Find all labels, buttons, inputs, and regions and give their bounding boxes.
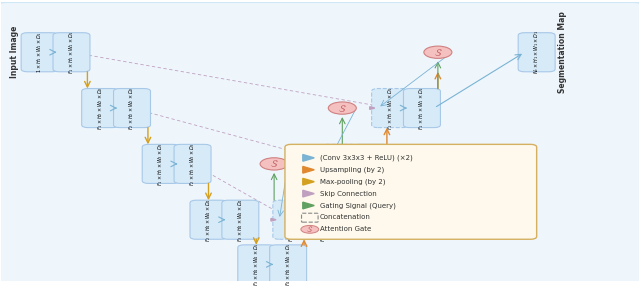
Text: $F_2\times H_2\times W_2\times D_5$: $F_2\times H_2\times W_2\times D_5$	[335, 142, 344, 186]
Text: $F_1\times H_3\times W_3\times D_3$: $F_1\times H_3\times W_3\times D_3$	[156, 142, 165, 186]
Text: $\mathcal{S}$: $\mathcal{S}$	[306, 224, 314, 234]
FancyBboxPatch shape	[21, 33, 58, 72]
Polygon shape	[303, 166, 314, 173]
FancyBboxPatch shape	[142, 144, 179, 183]
Circle shape	[260, 158, 288, 170]
Text: $F_2\times H_3\times W_3\times D_5$: $F_2\times H_3\times W_3\times D_5$	[319, 198, 328, 242]
Text: Upsampling (by 2): Upsampling (by 2)	[320, 166, 384, 173]
Circle shape	[301, 226, 319, 233]
FancyBboxPatch shape	[372, 88, 408, 128]
Circle shape	[424, 46, 452, 58]
Text: Attention Gate: Attention Gate	[320, 226, 371, 232]
Text: $F_3\times H_3\times W_3\times D_5$: $F_3\times H_3\times W_3\times D_5$	[287, 198, 296, 242]
Text: $F_1\times H_1\times W_1\times D_1$: $F_1\times H_1\times W_1\times D_1$	[67, 30, 76, 74]
Text: $\mathcal{S}$: $\mathcal{S}$	[338, 102, 347, 113]
Text: Concatenation: Concatenation	[320, 214, 371, 220]
Text: $F_3\times H_4\times W_4\times D_5$: $F_3\times H_4\times W_4\times D_5$	[252, 242, 260, 286]
Text: $F_1\times H_1\times W_1\times D_1$: $F_1\times H_1\times W_1\times D_1$	[417, 86, 426, 130]
Text: Skip Connection: Skip Connection	[320, 191, 377, 197]
FancyBboxPatch shape	[305, 200, 342, 239]
Text: $F_1\times H_2\times W_2\times D_2$: $F_1\times H_2\times W_2\times D_2$	[96, 86, 104, 130]
Text: $F_4\times H_4\times W_4\times D_5$: $F_4\times H_4\times W_4\times D_5$	[284, 242, 292, 286]
Text: $F_1\times H_2\times W_2\times D_5$: $F_1\times H_2\times W_2\times D_5$	[367, 142, 376, 186]
FancyBboxPatch shape	[222, 200, 259, 239]
Text: $\mathcal{S}$: $\mathcal{S}$	[433, 47, 442, 58]
Text: $F_2\times H_4\times W_4\times D_4$: $F_2\times H_4\times W_4\times D_4$	[204, 198, 213, 242]
FancyBboxPatch shape	[82, 88, 118, 128]
Polygon shape	[319, 163, 324, 165]
Polygon shape	[303, 190, 314, 197]
Text: $N_c\times H_1\times W_1\times D_1$: $N_c\times H_1\times W_1\times D_1$	[532, 30, 541, 74]
FancyBboxPatch shape	[238, 245, 275, 284]
Text: Segmentation Map: Segmentation Map	[557, 11, 566, 93]
FancyBboxPatch shape	[53, 33, 90, 72]
Polygon shape	[303, 178, 314, 185]
Polygon shape	[303, 155, 314, 161]
FancyBboxPatch shape	[174, 144, 211, 183]
Text: (Conv 3x3x3 + ReLU) (×2): (Conv 3x3x3 + ReLU) (×2)	[320, 155, 413, 161]
Polygon shape	[370, 107, 375, 109]
FancyBboxPatch shape	[403, 88, 440, 128]
FancyBboxPatch shape	[353, 144, 390, 183]
FancyBboxPatch shape	[190, 200, 227, 239]
FancyBboxPatch shape	[518, 33, 555, 72]
FancyBboxPatch shape	[321, 144, 358, 183]
Text: Max-pooling (by 2): Max-pooling (by 2)	[320, 178, 385, 185]
FancyBboxPatch shape	[285, 144, 537, 239]
Text: $F_1\times H_1\times W_1\times D_1$: $F_1\times H_1\times W_1\times D_1$	[386, 86, 394, 130]
Polygon shape	[271, 218, 276, 221]
Text: Gating Signal (Query): Gating Signal (Query)	[320, 202, 396, 209]
Text: Input Image: Input Image	[10, 26, 19, 79]
Text: $\mathcal{S}$: $\mathcal{S}$	[270, 158, 278, 169]
FancyBboxPatch shape	[113, 88, 150, 128]
Text: $F_2\times H_2\times W_2\times D_2$: $F_2\times H_2\times W_2\times D_2$	[127, 86, 136, 130]
FancyBboxPatch shape	[0, 2, 640, 284]
Text: $1\times H_1\times W_1\times D_1$: $1\times H_1\times W_1\times D_1$	[35, 31, 44, 73]
Text: $F_3\times H_4\times W_4\times D_4$: $F_3\times H_4\times W_4\times D_4$	[236, 198, 244, 242]
FancyBboxPatch shape	[273, 200, 310, 239]
Text: $F_2\times H_3\times W_3\times D_3$: $F_2\times H_3\times W_3\times D_3$	[188, 142, 197, 186]
Polygon shape	[303, 202, 314, 209]
Circle shape	[328, 102, 356, 114]
FancyBboxPatch shape	[269, 245, 307, 284]
